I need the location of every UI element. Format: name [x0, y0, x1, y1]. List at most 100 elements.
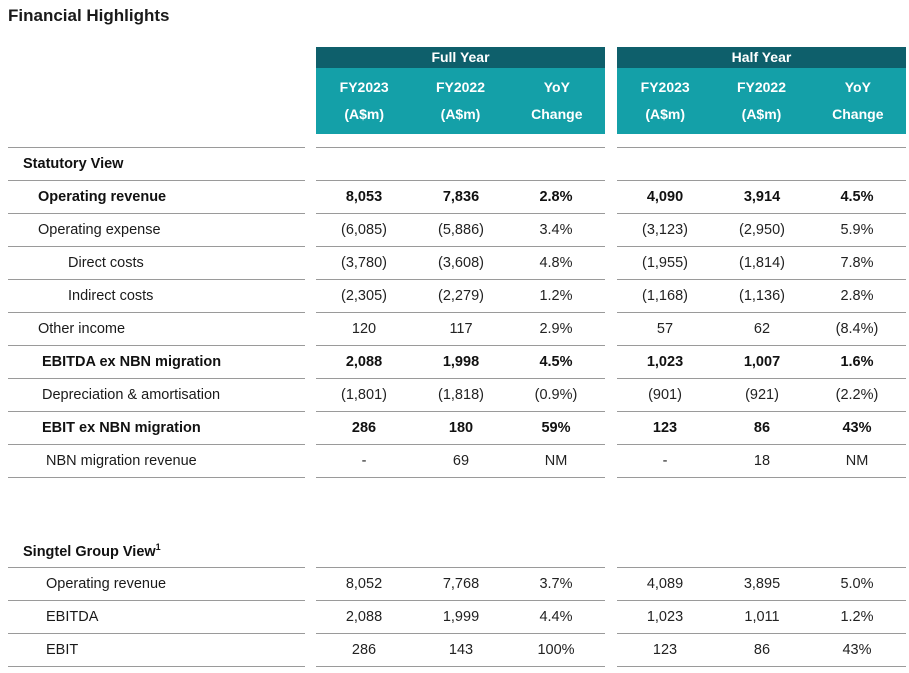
- table-cell: 1.2%: [840, 609, 874, 625]
- row-divider: [8, 147, 305, 148]
- row-divider: [617, 600, 906, 601]
- table-cell: NM: [845, 453, 869, 469]
- table-cell: (5,886): [438, 222, 484, 238]
- row-label: Other income: [38, 321, 126, 337]
- row-divider: [316, 180, 605, 181]
- table-row: EBIT 286 143 100% 123 86 43%: [0, 634, 909, 667]
- table-cell: 286: [351, 642, 377, 658]
- table-cell: 2.8%: [840, 288, 874, 304]
- row-divider: [8, 378, 305, 379]
- row-divider: [8, 633, 305, 634]
- row-divider: [8, 567, 305, 568]
- row-divider: [8, 246, 305, 247]
- row-divider: [316, 567, 605, 568]
- table-cell: 1.6%: [840, 354, 874, 370]
- table-cell: (2.2%): [835, 387, 879, 403]
- table-cell: 143: [448, 642, 474, 658]
- row-divider: [617, 180, 906, 181]
- row-divider: [617, 312, 906, 313]
- half-year-header: Half Year FY2023 (A$m) FY2022 (A$m) YoY …: [617, 47, 906, 134]
- table-cell: (0.9%): [534, 387, 578, 403]
- row-divider: [8, 477, 305, 478]
- row-label: EBIT: [46, 642, 79, 658]
- table-row: Operating revenue 8,052 7,768 3.7% 4,089 3,89…: [0, 568, 909, 601]
- row-divider: [617, 345, 906, 346]
- row-divider: [617, 567, 906, 568]
- row-divider: [617, 246, 906, 247]
- table-cell: 1,023: [646, 609, 684, 625]
- row-divider: [8, 213, 305, 214]
- row-divider: [8, 600, 305, 601]
- table-cell: 59%: [541, 420, 571, 436]
- table-cell: 5.0%: [840, 576, 874, 592]
- row-label: EBITDA ex NBN migration: [42, 354, 222, 370]
- table-cell: 3.7%: [539, 576, 573, 592]
- footnote-marker: 1: [155, 542, 161, 553]
- row-divider: [316, 633, 605, 634]
- row-divider: [8, 279, 305, 280]
- table-cell: (8.4%): [835, 321, 879, 337]
- row-divider: [617, 666, 906, 667]
- table-cell: (3,608): [438, 255, 484, 271]
- table-cell: 5.9%: [840, 222, 874, 238]
- table-cell: 18: [753, 453, 771, 469]
- table-row: NBN migration revenue - 69 NM - 18 NM: [0, 445, 909, 478]
- table-cell: (2,305): [341, 288, 387, 304]
- table-cell: 286: [351, 420, 377, 436]
- row-divider: [617, 633, 906, 634]
- section-title: Statutory View: [23, 156, 124, 172]
- table-cell: 8,053: [345, 189, 383, 205]
- table-cell: (2,950): [739, 222, 785, 238]
- row-divider: [316, 444, 605, 445]
- table-cell: 2,088: [345, 609, 383, 625]
- table-cell: 2.8%: [539, 189, 573, 205]
- col-header-fy2022: FY2022 (A$m): [435, 79, 486, 122]
- page-title: Financial Highlights: [8, 6, 170, 25]
- table-cell: 8,052: [345, 576, 383, 592]
- row-divider: [8, 345, 305, 346]
- row-label: Operating expense: [38, 222, 161, 238]
- table-cell: NM: [544, 453, 568, 469]
- table-cell: 3,914: [743, 189, 781, 205]
- table-cell: (3,780): [341, 255, 387, 271]
- table-cell: 100%: [537, 642, 575, 658]
- half-year-label: Half Year: [617, 47, 906, 68]
- row-label: EBIT ex NBN migration: [42, 420, 201, 436]
- row-divider: [617, 411, 906, 412]
- table-cell: (1,801): [341, 387, 387, 403]
- table-row: EBIT ex NBN migration 286 180 59% 123 86 43%: [0, 412, 909, 445]
- table-cell: 1,999: [442, 609, 480, 625]
- row-label: Indirect costs: [68, 288, 154, 304]
- row-divider: [316, 246, 605, 247]
- table-cell: (1,136): [739, 288, 785, 304]
- table-cell: 2.9%: [539, 321, 573, 337]
- row-divider: [8, 312, 305, 313]
- table-cell: 1,007: [743, 354, 781, 370]
- table-cell: (901): [648, 387, 682, 403]
- row-label: Depreciation & amortisation: [42, 387, 221, 403]
- table-cell: (1,955): [642, 255, 688, 271]
- table-cell: 4,090: [646, 189, 684, 205]
- table-cell: (1,818): [438, 387, 484, 403]
- table-cell: 7,768: [442, 576, 480, 592]
- table-cell: 180: [448, 420, 474, 436]
- row-divider: [316, 312, 605, 313]
- col-header-yoy: YoY Change: [531, 79, 583, 122]
- table-cell: 117: [449, 321, 473, 337]
- table-cell: (1,814): [739, 255, 785, 271]
- section-header: Statutory View: [0, 148, 909, 181]
- row-divider: [316, 600, 605, 601]
- row-divider: [8, 411, 305, 412]
- table-cell: 1.2%: [539, 288, 573, 304]
- table-cell: 2,088: [345, 354, 383, 370]
- row-divider: [617, 477, 906, 478]
- row-divider: [316, 477, 605, 478]
- table-cell: (921): [745, 387, 779, 403]
- row-divider: [316, 147, 605, 148]
- table-cell: -: [361, 453, 367, 469]
- table-row: EBITDA ex NBN migration 2,088 1,998 4.5% 1,0…: [0, 346, 909, 379]
- table-cell: (2,279): [438, 288, 484, 304]
- row-divider: [8, 180, 305, 181]
- table-cell: 1,011: [744, 609, 780, 625]
- row-divider: [617, 279, 906, 280]
